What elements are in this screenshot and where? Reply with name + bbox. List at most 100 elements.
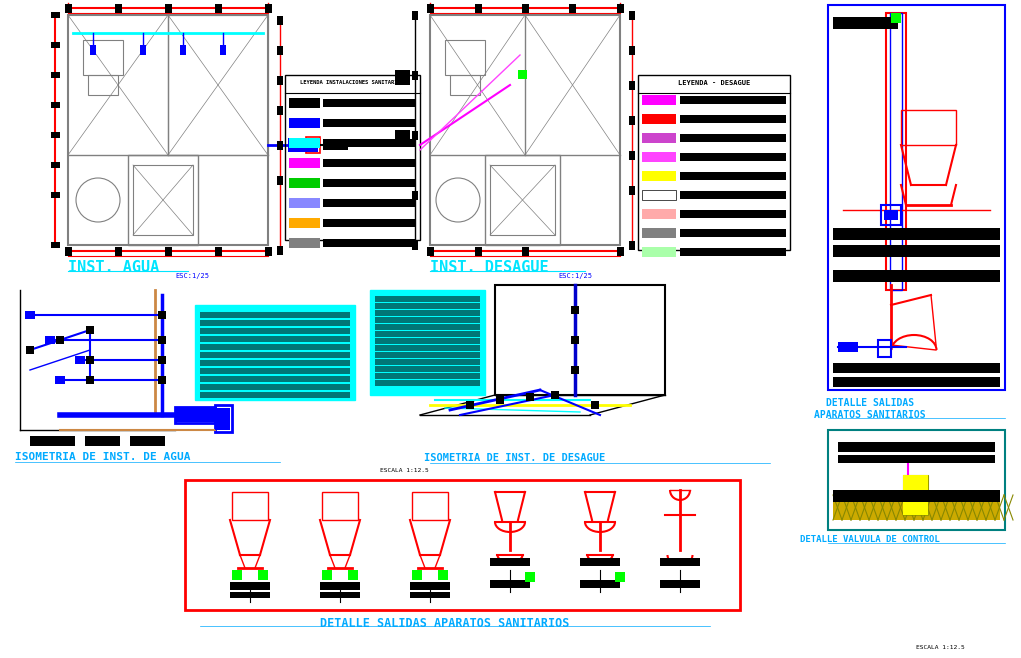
Bar: [412, 191, 418, 199]
Bar: [375, 296, 480, 302]
Bar: [158, 356, 166, 364]
Text: ESC:1/25: ESC:1/25: [175, 273, 209, 279]
Bar: [288, 138, 318, 152]
Bar: [450, 75, 480, 95]
Bar: [175, 407, 215, 423]
Bar: [828, 430, 1005, 530]
Bar: [571, 306, 579, 314]
Bar: [427, 3, 434, 13]
Bar: [629, 116, 635, 124]
Bar: [232, 570, 242, 580]
Bar: [680, 134, 786, 142]
Text: DETALLE SALIDAS: DETALLE SALIDAS: [826, 398, 914, 408]
Bar: [200, 336, 350, 342]
Bar: [617, 3, 624, 13]
Bar: [838, 342, 858, 352]
Bar: [838, 442, 995, 452]
Bar: [277, 105, 283, 114]
Bar: [629, 186, 635, 195]
Bar: [50, 132, 59, 138]
Bar: [323, 139, 416, 147]
Bar: [175, 408, 215, 422]
Bar: [320, 592, 360, 598]
Bar: [50, 72, 59, 78]
Bar: [86, 326, 94, 334]
Bar: [375, 310, 480, 316]
Bar: [323, 140, 348, 150]
Bar: [375, 366, 480, 372]
Bar: [375, 324, 480, 330]
Bar: [375, 380, 480, 386]
Bar: [289, 138, 320, 148]
Bar: [375, 317, 480, 323]
Bar: [680, 96, 786, 104]
Bar: [591, 401, 599, 409]
Bar: [323, 119, 416, 127]
Bar: [158, 311, 166, 319]
Bar: [642, 247, 676, 257]
Bar: [412, 570, 422, 580]
Bar: [306, 137, 320, 153]
Bar: [285, 75, 420, 240]
Bar: [88, 75, 118, 95]
Bar: [215, 405, 232, 432]
Bar: [660, 580, 700, 588]
Bar: [200, 320, 350, 326]
Bar: [230, 582, 270, 590]
Bar: [878, 340, 891, 357]
Bar: [56, 336, 64, 344]
Bar: [200, 344, 350, 350]
Bar: [518, 70, 527, 79]
Bar: [64, 247, 71, 255]
Bar: [277, 245, 283, 255]
Bar: [323, 179, 416, 187]
Bar: [427, 247, 434, 255]
Bar: [680, 229, 786, 237]
Bar: [320, 582, 360, 590]
Bar: [496, 396, 504, 404]
Bar: [901, 110, 956, 145]
Bar: [680, 248, 786, 256]
Bar: [215, 408, 230, 430]
Bar: [580, 558, 620, 566]
Bar: [168, 15, 268, 155]
Bar: [323, 219, 416, 227]
Bar: [571, 366, 579, 374]
Bar: [323, 99, 416, 107]
Bar: [164, 247, 172, 255]
Bar: [30, 436, 75, 446]
Bar: [833, 495, 1000, 520]
Bar: [50, 42, 59, 48]
Bar: [642, 114, 676, 124]
Bar: [50, 242, 59, 248]
Bar: [200, 312, 350, 318]
Bar: [68, 15, 268, 245]
Bar: [277, 16, 283, 24]
Text: ISOMETRIA DE INST. DE AGUA: ISOMETRIA DE INST. DE AGUA: [15, 452, 191, 462]
Bar: [833, 490, 1000, 502]
Bar: [680, 191, 786, 199]
Bar: [114, 3, 121, 13]
Text: ISOMETRIA DE INST. DE DESAGUE: ISOMETRIA DE INST. DE DESAGUE: [425, 453, 605, 463]
Bar: [525, 572, 535, 582]
Bar: [569, 3, 576, 13]
Bar: [289, 98, 320, 108]
Bar: [485, 155, 560, 245]
Bar: [571, 336, 579, 344]
Bar: [891, 13, 901, 23]
Bar: [884, 210, 898, 220]
Bar: [200, 392, 350, 398]
Bar: [642, 228, 676, 238]
Text: DETALLE VALVULA DE CONTROL: DETALLE VALVULA DE CONTROL: [800, 535, 940, 544]
Bar: [580, 580, 620, 588]
Bar: [375, 373, 480, 379]
Bar: [200, 360, 350, 366]
Bar: [214, 3, 222, 13]
Bar: [642, 95, 676, 105]
Bar: [25, 311, 35, 319]
Bar: [410, 592, 450, 598]
Bar: [195, 305, 355, 400]
Bar: [642, 171, 676, 181]
Bar: [881, 205, 901, 225]
Bar: [412, 241, 418, 249]
